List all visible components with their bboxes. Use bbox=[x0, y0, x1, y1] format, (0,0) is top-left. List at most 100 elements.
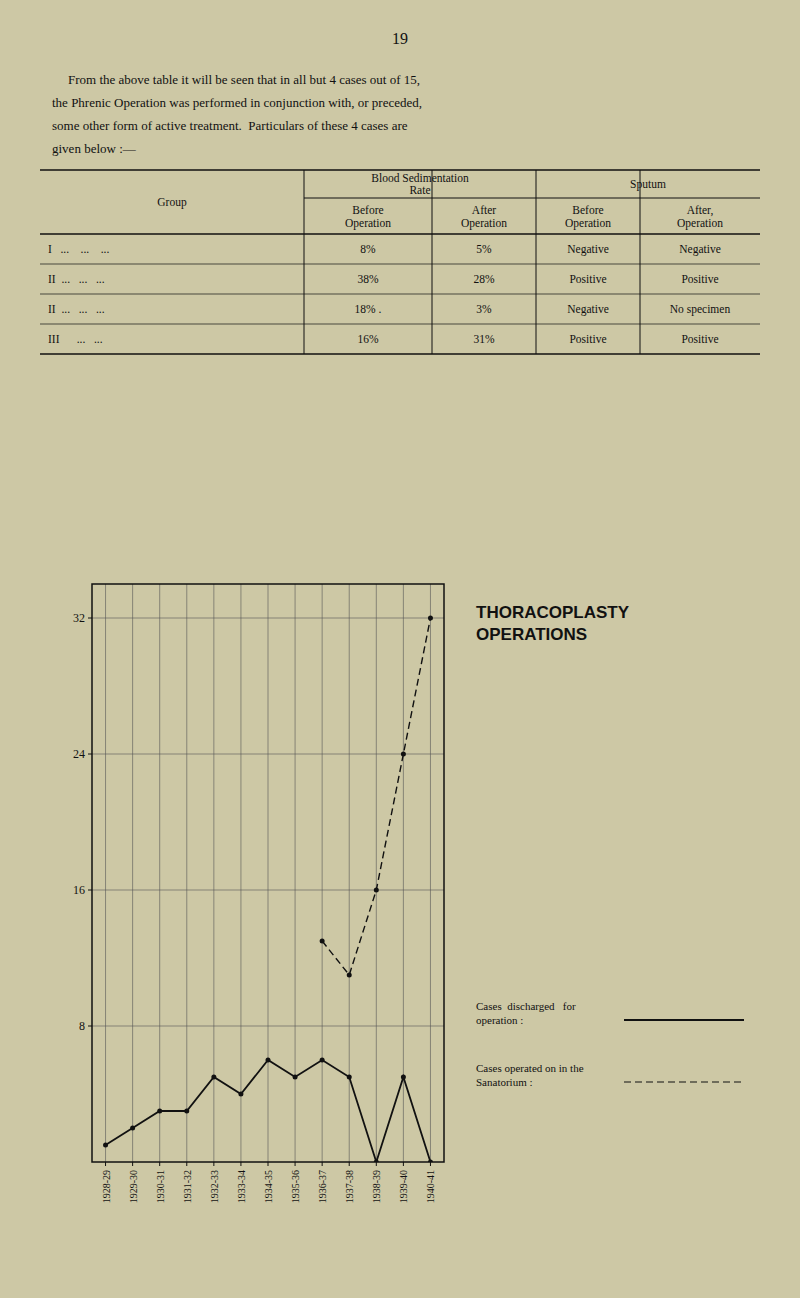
series-line bbox=[322, 618, 430, 975]
table-row-label: III ... ... bbox=[48, 333, 103, 345]
text-line: 19 bbox=[392, 30, 408, 47]
grid-line bbox=[159, 584, 160, 1162]
plot-frame bbox=[92, 584, 444, 1162]
series-marker bbox=[347, 1075, 352, 1080]
grid-line bbox=[105, 584, 106, 1162]
page-canvas: 19 From the above table it will be seen t… bbox=[0, 0, 800, 1298]
grid-line bbox=[240, 584, 241, 1162]
table-cell: No specimen bbox=[670, 303, 731, 316]
series-marker bbox=[428, 1160, 433, 1163]
text-line: Blood Sedimentation bbox=[371, 172, 469, 184]
series-marker bbox=[130, 1126, 135, 1131]
text-line: Cases operated on in the bbox=[476, 1062, 584, 1074]
text-line: 1929-30 bbox=[127, 1170, 138, 1203]
text-line: 1934-35 bbox=[263, 1170, 274, 1203]
series-marker bbox=[401, 1075, 406, 1080]
x-tick bbox=[322, 1162, 323, 1166]
table-row-label: II ... ... ... bbox=[48, 273, 105, 285]
x-tick-label: 1934-35 bbox=[263, 1170, 274, 1203]
table-row-label: II ... ... ... bbox=[48, 303, 105, 315]
text-line: OPERATIONS bbox=[476, 625, 587, 644]
text-line: 3% bbox=[476, 303, 492, 315]
table-rule bbox=[40, 264, 760, 265]
text-line: Operation bbox=[461, 217, 507, 230]
series-marker bbox=[320, 939, 325, 944]
text-line: 1930-31 bbox=[154, 1170, 165, 1203]
text-line: III ... ... bbox=[48, 333, 103, 345]
text-line: Sanatorium : bbox=[476, 1076, 533, 1088]
table-column-header: After,Operation bbox=[677, 204, 723, 230]
x-tick bbox=[240, 1162, 241, 1166]
x-tick bbox=[349, 1162, 350, 1166]
x-tick-label: 1930-31 bbox=[154, 1170, 165, 1203]
text-line: Negative bbox=[567, 303, 609, 316]
series-marker bbox=[347, 973, 352, 978]
page-number: 19 bbox=[392, 30, 408, 47]
table-cell: 18% . bbox=[355, 303, 382, 315]
text-line: 38% bbox=[357, 273, 379, 285]
table-cell: 31% bbox=[473, 333, 495, 345]
text-line: No specimen bbox=[670, 303, 731, 316]
x-tick-label: 1935-36 bbox=[290, 1170, 301, 1203]
x-tick-label: 1929-30 bbox=[127, 1170, 138, 1203]
table-cell: 16% bbox=[357, 333, 379, 345]
table-column-header: AfterOperation bbox=[461, 204, 507, 230]
text-line: Before bbox=[352, 204, 383, 216]
text-line: operation : bbox=[476, 1014, 523, 1026]
text-line: I ... ... ... bbox=[48, 243, 109, 255]
text-line: Positive bbox=[569, 333, 606, 345]
table-rule bbox=[40, 294, 760, 295]
table-rule bbox=[304, 198, 760, 199]
text-line: 1935-36 bbox=[290, 1170, 301, 1203]
table-cell: Negative bbox=[567, 243, 609, 256]
table-rule bbox=[40, 169, 760, 171]
text-line: 1928-29 bbox=[100, 1170, 111, 1203]
table-cell: Negative bbox=[679, 243, 721, 256]
x-tick-label: 1938-39 bbox=[371, 1170, 382, 1203]
x-tick-label: 1933-34 bbox=[235, 1170, 246, 1203]
y-tick bbox=[88, 754, 92, 755]
table-column-header: BeforeOperation bbox=[565, 204, 611, 230]
text-line: Operation bbox=[677, 217, 723, 230]
series-marker bbox=[293, 1075, 298, 1080]
x-tick-label: 1939-40 bbox=[398, 1170, 409, 1203]
page-background bbox=[0, 0, 800, 1298]
text-line: 5% bbox=[476, 243, 492, 255]
table-cell: 3% bbox=[476, 303, 492, 315]
table-cell: 8% bbox=[360, 243, 376, 255]
text-line: 24 bbox=[73, 747, 85, 761]
text-line: 16% bbox=[357, 333, 379, 345]
text-line: Before bbox=[572, 204, 603, 216]
table-header: Group bbox=[157, 196, 187, 209]
x-tick-label: 1931-32 bbox=[181, 1170, 192, 1203]
table-rule bbox=[536, 170, 537, 354]
x-tick bbox=[159, 1162, 160, 1166]
text-line: 1932-33 bbox=[208, 1170, 219, 1203]
table-cell: 5% bbox=[476, 243, 492, 255]
paragraph-line: From the above table it will be seen tha… bbox=[68, 72, 420, 87]
table-rule bbox=[304, 170, 305, 354]
x-tick bbox=[186, 1162, 187, 1166]
text-line: Positive bbox=[569, 273, 606, 285]
text-line: Operation bbox=[565, 217, 611, 230]
series-line bbox=[106, 1060, 431, 1162]
text-line: 1940-41 bbox=[425, 1170, 436, 1203]
series-marker bbox=[238, 1092, 243, 1097]
text-line: 18% . bbox=[355, 303, 382, 315]
series-marker bbox=[401, 752, 406, 757]
series-marker bbox=[266, 1058, 271, 1063]
x-tick-label: 1940-41 bbox=[425, 1170, 436, 1203]
series-marker bbox=[320, 1058, 325, 1063]
text-line: Group bbox=[157, 196, 187, 209]
grid-line bbox=[430, 584, 431, 1162]
series-marker bbox=[374, 888, 379, 893]
grid-line bbox=[322, 584, 323, 1162]
y-tick bbox=[88, 890, 92, 891]
text-line: some other form of active treatment. Par… bbox=[52, 118, 408, 133]
table-group-header: Sputum bbox=[630, 178, 666, 191]
text-line: II ... ... ... bbox=[48, 303, 105, 315]
chart-title: THORACOPLASTYOPERATIONS bbox=[476, 603, 630, 644]
text-line: 8 bbox=[79, 1019, 85, 1033]
table-cell: Positive bbox=[681, 333, 718, 345]
grid-line bbox=[132, 584, 133, 1162]
